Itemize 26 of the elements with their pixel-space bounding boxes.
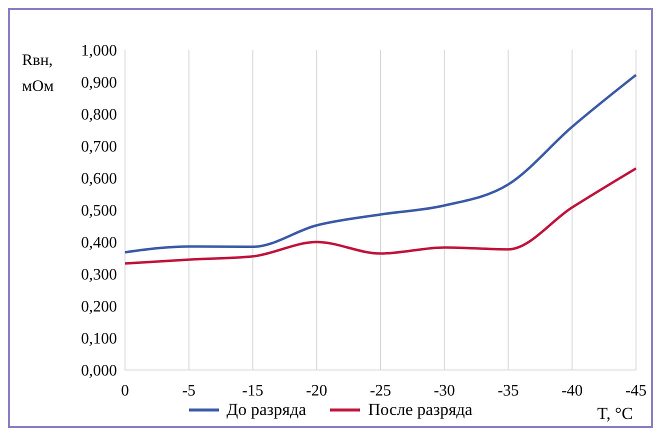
x-tick-label: 0 xyxy=(121,382,129,400)
y-tick-label: 0,900 xyxy=(81,74,117,92)
y-tick-label: 0,500 xyxy=(81,202,117,220)
y-tick-label: 0,300 xyxy=(81,266,117,284)
y-tick-label: 0,800 xyxy=(81,106,117,124)
x-tick-label: -45 xyxy=(625,382,647,400)
legend-label: До разряда xyxy=(226,400,306,420)
x-axis-title: T, °C xyxy=(597,404,633,424)
legend-label: После разряда xyxy=(367,400,472,420)
line-series xyxy=(124,167,638,265)
x-tick-label: -20 xyxy=(306,382,328,400)
y-tick-label: 0,700 xyxy=(81,138,117,156)
line-series xyxy=(124,74,638,254)
x-tick-label: -15 xyxy=(242,382,264,400)
y-tick-label: 0,100 xyxy=(81,330,117,348)
x-tick-label: -35 xyxy=(498,382,519,400)
y-axis-title: Rвн, мОм xyxy=(22,51,55,97)
y-tick-label: 0,600 xyxy=(81,170,117,188)
x-tick-label: -40 xyxy=(561,382,583,400)
y-tick-label: 0,400 xyxy=(81,234,117,252)
y-tick-label: 1,000 xyxy=(81,42,117,60)
x-tick-label: -30 xyxy=(434,382,456,400)
x-tick-label: -25 xyxy=(370,382,392,400)
x-tick-label: -5 xyxy=(182,382,196,400)
y-tick-label: 0,000 xyxy=(81,362,117,380)
y-tick-label: 0,200 xyxy=(81,298,117,316)
